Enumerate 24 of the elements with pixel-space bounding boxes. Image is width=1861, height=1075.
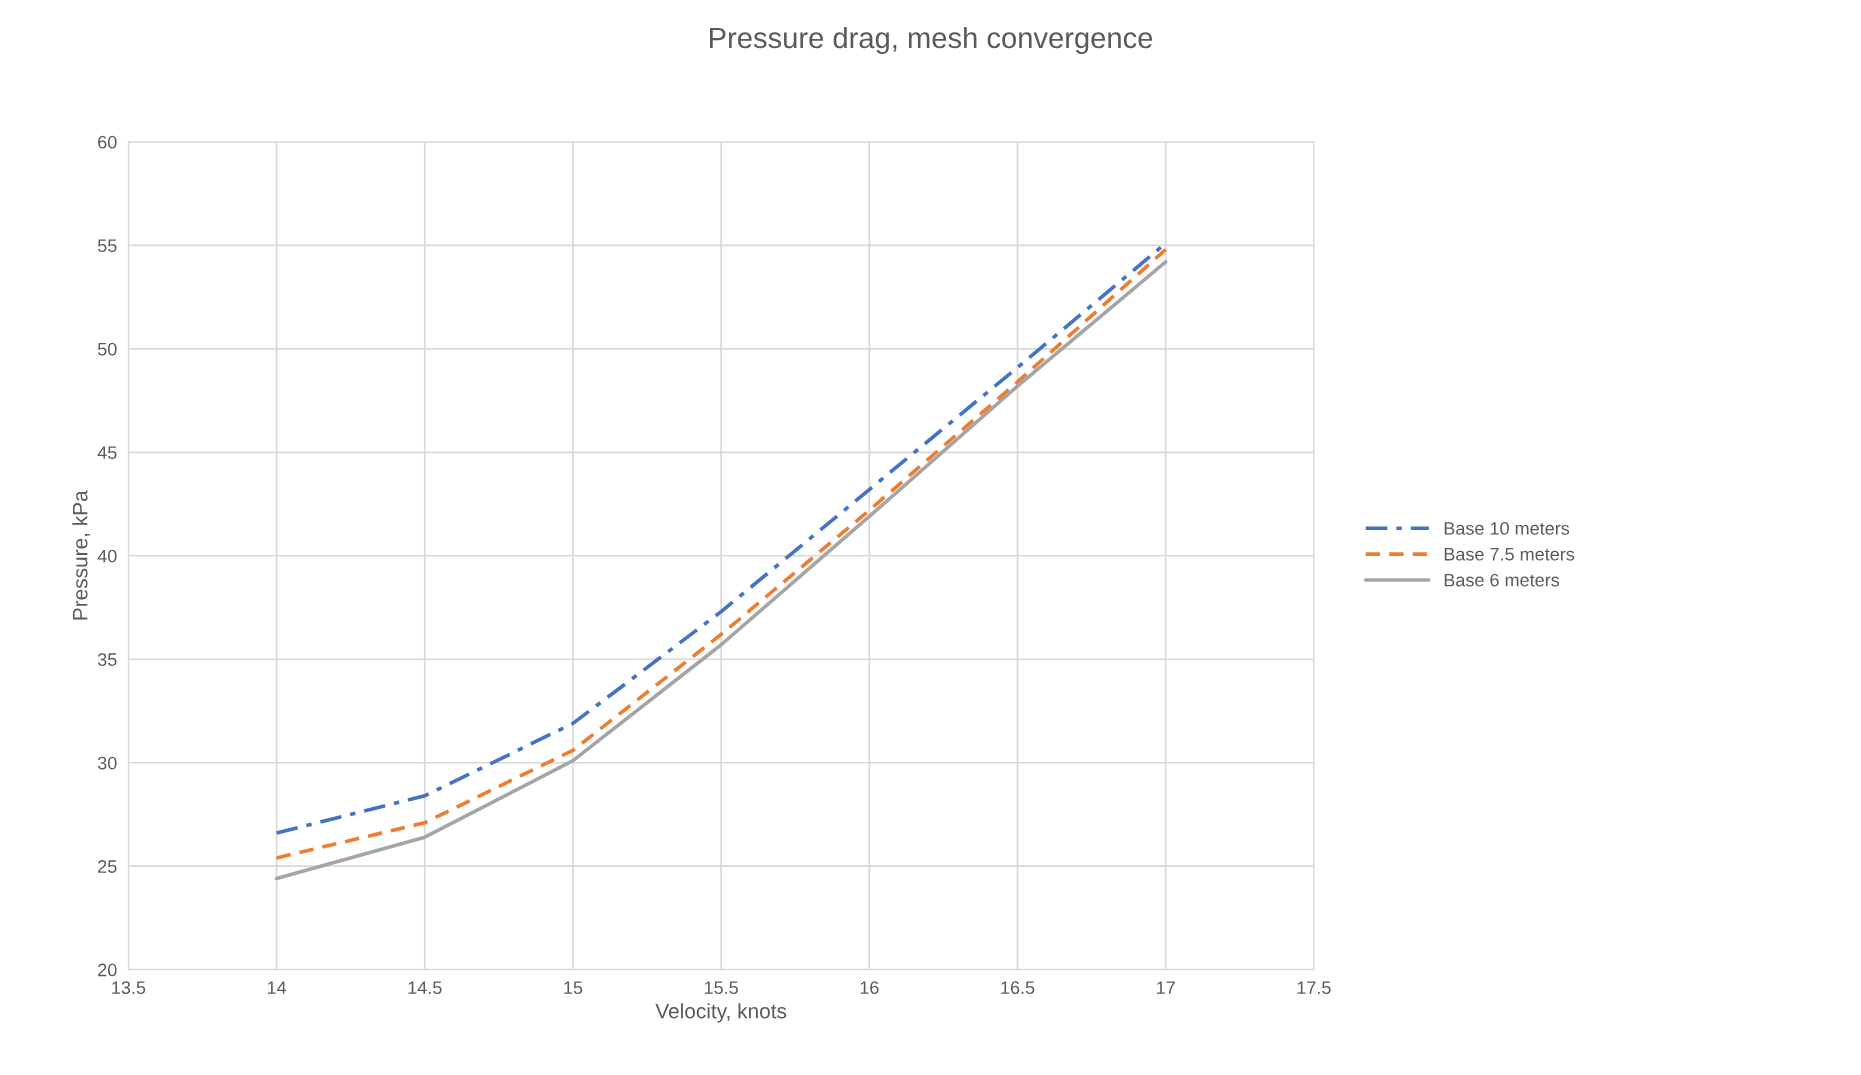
y-axis-title: Pressure, kPa	[72, 490, 90, 620]
x-tick-label: 14.5	[408, 981, 442, 995]
x-tick-label: 14	[267, 981, 287, 994]
y-tick-label: 40	[97, 549, 117, 563]
y-tick-label: 20	[98, 963, 117, 977]
x-tick-label: 15.5	[704, 981, 738, 995]
y-tick-label: 55	[97, 239, 117, 253]
x-tick-label: 17	[1157, 981, 1175, 994]
y-tick-label: 60	[98, 135, 117, 149]
y-tick-label: 50	[97, 342, 117, 356]
y-tick-label: 45	[97, 446, 117, 460]
x-tick-label: 17.5	[1297, 981, 1331, 995]
chart-title: Pressure drag, mesh convergence	[709, 26, 1153, 55]
legend-label: Base 6 meters	[1444, 573, 1560, 587]
x-axis-title: Velocity, knots	[655, 1003, 787, 1023]
x-tick-label: 15	[564, 981, 583, 995]
x-tick-label: 16.5	[1001, 981, 1035, 995]
x-tick-label: 13.5	[112, 981, 146, 995]
y-tick-label: 35	[97, 653, 117, 666]
legend-label: Base 10 meters	[1444, 521, 1570, 535]
y-tick-label: 25	[98, 860, 117, 873]
legend-label: Base 7.5 meters	[1444, 548, 1575, 561]
x-tick-label: 16	[860, 981, 879, 995]
y-tick-label: 30	[97, 756, 117, 770]
